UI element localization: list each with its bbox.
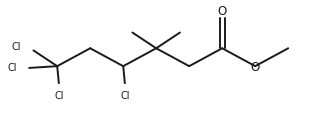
- Text: O: O: [250, 61, 260, 74]
- Text: Cl: Cl: [7, 63, 17, 73]
- Text: O: O: [217, 5, 227, 18]
- Text: Cl: Cl: [12, 42, 21, 52]
- Text: Cl: Cl: [54, 91, 64, 101]
- Text: Cl: Cl: [120, 91, 130, 101]
